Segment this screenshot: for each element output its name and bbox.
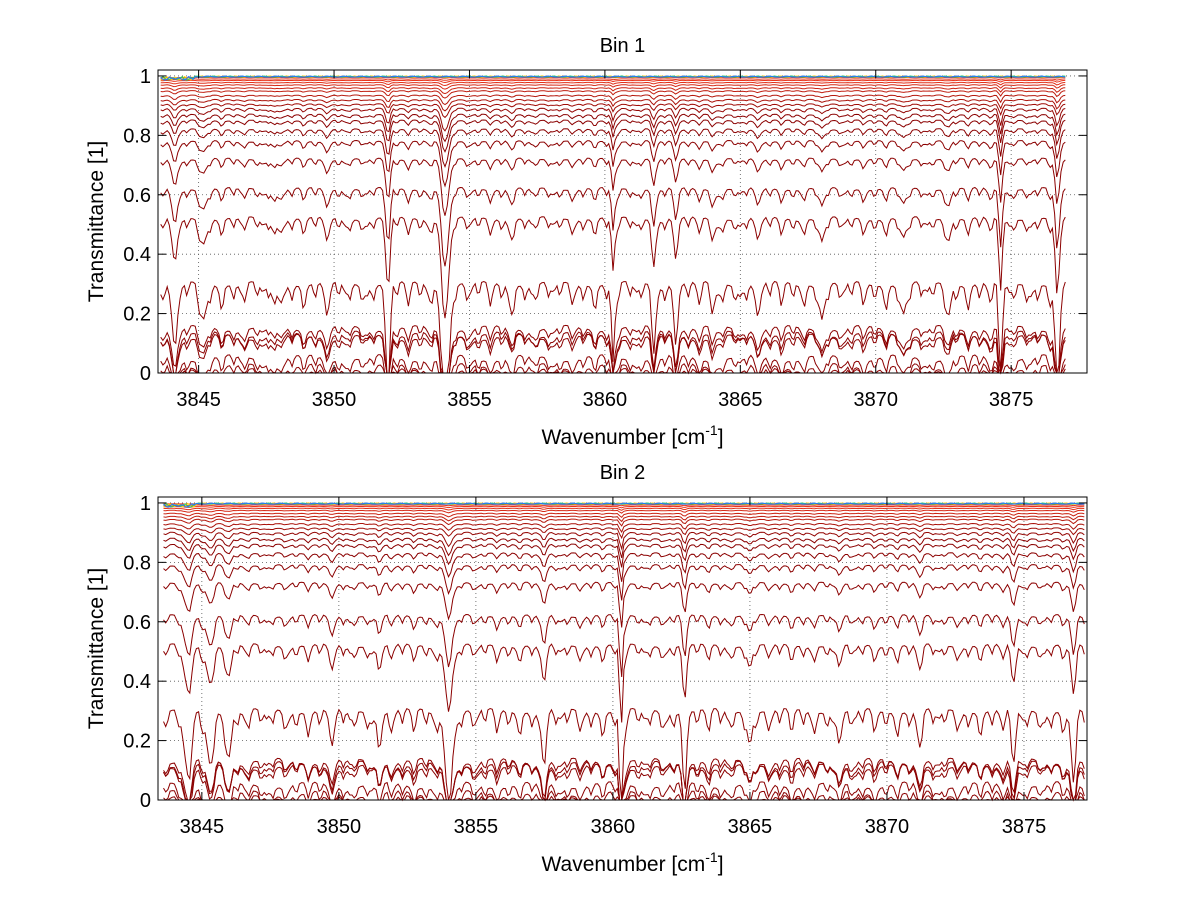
series-line — [160, 157, 1066, 216]
y-tick-label: 0 — [140, 790, 151, 812]
series-line — [163, 522, 1085, 534]
y-tick-label: 0.6 — [123, 185, 151, 207]
y-axis-label: Transmittance [1] — [85, 141, 108, 302]
series-line — [163, 707, 1085, 801]
series-line — [163, 515, 1085, 523]
x-axis-label-unit-exponent: -1 — [705, 849, 718, 865]
series-line — [160, 139, 1066, 188]
y-tick-label: 0.4 — [123, 671, 151, 693]
series-line — [160, 216, 1066, 319]
series-line-top — [160, 75, 1066, 81]
series-line — [163, 509, 1085, 514]
y-tick-label: 0.6 — [123, 612, 151, 634]
x-axis-label-text: Wavenumber [cm — [541, 426, 705, 449]
series-line — [163, 507, 1085, 511]
x-tick-label: 3845 — [176, 389, 221, 411]
series-line — [163, 643, 1085, 723]
series-line — [160, 90, 1066, 99]
x-tick-label: 3875 — [989, 389, 1034, 411]
y-tick-label: 0.4 — [123, 244, 151, 266]
series-line — [163, 527, 1085, 540]
y-tick-label: 0 — [140, 363, 151, 385]
x-tick-label: 3870 — [853, 389, 898, 411]
x-tick-label: 3860 — [591, 816, 636, 838]
bin-1-chart: 3845 3850 3855 3860 3865 3870 3875 0 0.2 0.4 0.6 0.… — [85, 35, 1088, 449]
series-line — [163, 504, 1085, 507]
axes-frame — [157, 496, 1088, 801]
chart-title: Bin 1 — [600, 35, 646, 57]
series-line — [160, 119, 1066, 153]
series-line — [163, 564, 1085, 601]
x-tick-label: 3860 — [583, 389, 628, 411]
series-line — [160, 280, 1066, 374]
series-line — [163, 760, 1085, 802]
series-line — [163, 543, 1085, 568]
series-line — [160, 87, 1066, 95]
series-line — [160, 81, 1066, 87]
series-line — [163, 581, 1085, 628]
x-tick-label: 3870 — [865, 816, 910, 838]
x-axis-label-end: ] — [718, 853, 724, 876]
series-line — [163, 757, 1085, 802]
series-line — [163, 512, 1085, 518]
series-line-top — [163, 502, 1085, 508]
series-line — [163, 552, 1085, 582]
y-tick-label: 0.8 — [123, 552, 151, 574]
series-line — [160, 186, 1066, 267]
series-line — [163, 505, 1085, 509]
x-axis-label-text: Wavenumber [cm — [541, 853, 705, 876]
x-axis-label-unit-exponent: -1 — [705, 422, 718, 438]
x-axis-label: Wavenumber [cm-1] — [541, 422, 723, 449]
x-tick-label: 3850 — [312, 389, 357, 411]
chart-title: Bin 2 — [600, 462, 646, 484]
x-tick-label: 3855 — [447, 389, 492, 411]
series-line — [160, 103, 1066, 119]
x-tick-label: 3865 — [728, 816, 773, 838]
x-tick-label: 3855 — [454, 816, 499, 838]
series-line — [160, 78, 1066, 81]
y-axis-label: Transmittance [1] — [85, 568, 108, 729]
x-tick-label: 3850 — [317, 816, 362, 838]
series-line — [163, 613, 1085, 678]
x-axis-label: Wavenumber [cm-1] — [541, 849, 723, 876]
series-line — [160, 128, 1066, 169]
series-line — [160, 79, 1066, 84]
x-tick-label: 3865 — [718, 389, 763, 411]
x-tick-label: 3845 — [180, 816, 225, 838]
x-tick-label: 3875 — [1002, 816, 1047, 838]
series-line — [160, 84, 1066, 90]
series-line — [163, 518, 1085, 527]
y-tick-label: 0.2 — [123, 304, 151, 326]
x-axis-label-end: ] — [718, 426, 724, 449]
series-line — [160, 113, 1066, 143]
series-line — [160, 94, 1066, 106]
series-line — [163, 537, 1085, 559]
y-tick-label: 1 — [140, 66, 151, 88]
series-line — [163, 531, 1085, 551]
series-line — [160, 98, 1066, 112]
y-tick-label: 0.2 — [123, 731, 151, 753]
y-tick-label: 1 — [140, 493, 151, 515]
series-line — [160, 107, 1066, 132]
axes-frame — [157, 69, 1088, 374]
y-tick-label: 0.8 — [123, 125, 151, 147]
bin-2-chart: 3845 3850 3855 3860 3865 3870 3875 0 0.2 0.4 0.6 0.… — [85, 462, 1088, 876]
